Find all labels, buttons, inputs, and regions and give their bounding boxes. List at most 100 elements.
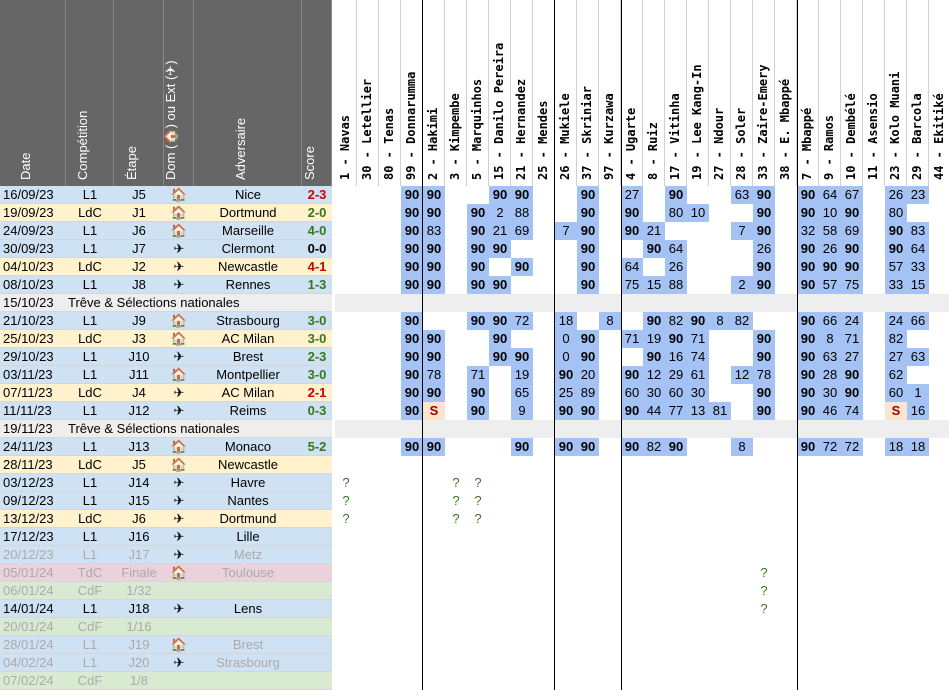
minutes-cell [907,618,929,636]
minutes-cell [687,276,709,294]
header-dom: Dom (🏠) ou Ext (✈) [163,0,194,186]
minutes-cell [709,474,731,492]
cell-score: 3-0 [302,330,332,348]
player-header: 97 - Kurzawa [599,0,621,186]
minutes-cell [665,672,687,690]
cell-etape: J5 [114,186,164,204]
minutes-cell: 90 [841,258,863,276]
minutes-cell [577,528,599,546]
cell-etape: J8 [114,276,164,294]
minutes-cell: 90 [423,276,445,294]
minutes-cell [599,366,621,384]
minutes-cell: 90 [643,240,665,258]
minutes-cell [599,240,621,258]
minutes-cell: 90 [753,348,775,366]
minutes-cell [885,492,907,510]
minutes-cell [621,636,643,654]
minutes-cell [335,636,357,654]
minutes-cell [445,420,467,438]
minutes-cell [863,636,885,654]
minutes-cell [863,438,885,456]
minutes-cell: 75 [841,276,863,294]
minutes-cell [533,510,555,528]
minutes-cell [489,528,511,546]
minutes-cell [643,618,665,636]
minutes-cell [753,654,775,672]
minutes-cell [863,384,885,402]
minutes-cell [753,492,775,510]
minutes-cell [665,582,687,600]
minutes-cell [753,438,775,456]
cell-comp: LdC [66,258,114,276]
minutes-cell: 90 [643,312,665,330]
minutes-cell: ? [452,493,460,508]
minutes-cell [643,492,665,510]
minutes-cell [731,240,753,258]
minutes-cell: 90 [489,330,511,348]
cell-date: 16/09/23 [0,186,66,204]
cell-etape: J18 [114,600,164,618]
cell-comp: L1 [66,654,114,672]
minutes-cell [863,456,885,474]
minutes-cell [467,420,489,438]
cell-date: 11/11/23 [0,402,66,420]
cell-score: 2-0 [302,204,332,222]
minutes-cell [885,456,907,474]
minutes-cell [929,654,949,672]
cell-adv: Newcastle [194,456,302,474]
player-header: 29 - Barcola [907,0,929,186]
minutes-cell: 90 [797,384,819,402]
minutes-cell [379,546,401,564]
minutes-cell [401,474,423,492]
cell-date: 15/10/23 [0,294,66,312]
minutes-cell: 88 [665,276,687,294]
minutes-cell: 90 [841,204,863,222]
minutes-cell [907,366,929,384]
minutes-cell: 78 [423,366,445,384]
minutes-cell [687,510,709,528]
minutes-cell [863,510,885,528]
minutes-cell: 15 [643,276,665,294]
minutes-cell: ? [760,601,768,616]
minutes-cell [643,456,665,474]
minutes-cell [775,402,797,420]
minutes-cell: 90 [841,384,863,402]
minutes-cell [775,258,797,276]
minutes-cell [357,456,379,474]
minutes-cell [379,672,401,690]
cell-etape: J1 [114,204,164,222]
minutes-cell [599,618,621,636]
minutes-cell: 0 [555,330,577,348]
minutes-cell [929,528,949,546]
minutes-cell [885,510,907,528]
minutes-cell [467,636,489,654]
minutes-cell [357,294,379,312]
minutes-cell [423,492,445,510]
minutes-cell: 90 [841,240,863,258]
cell-comp: CdF [66,672,114,690]
minutes-cell [753,528,775,546]
minutes-cell [797,672,819,690]
cell-adv: Brest [194,348,302,366]
minutes-cell: 90 [885,222,907,240]
minutes-cell [709,492,731,510]
cell-comp: L1 [66,312,114,330]
minutes-cell [665,618,687,636]
player-header: 9 - Ramos [819,0,841,186]
minutes-cell [379,510,401,528]
minutes-cell: 71 [621,330,643,348]
cell-comp: L1 [66,186,114,204]
minutes-cell: 46 [819,402,841,420]
cell-etape: J12 [114,402,164,420]
minutes-cell [423,600,445,618]
minutes-cell [929,492,949,510]
minutes-cell [863,186,885,204]
minutes-cell [863,330,885,348]
minutes-cell: 26 [753,240,775,258]
minutes-cell [731,564,753,582]
minutes-cell [687,528,709,546]
minutes-cell [599,456,621,474]
minutes-cell [885,618,907,636]
minutes-cell [907,600,929,618]
minutes-cell [335,402,357,420]
